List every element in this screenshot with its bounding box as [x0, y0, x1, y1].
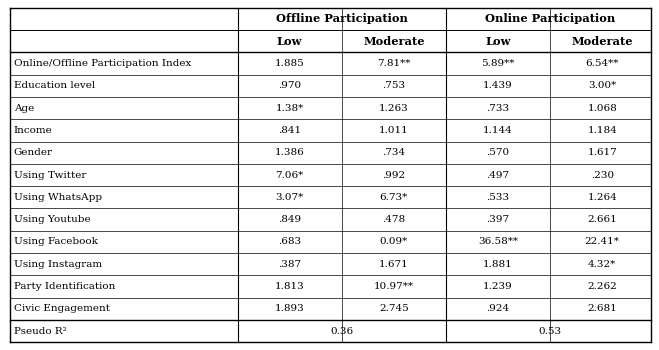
- Text: .733: .733: [486, 104, 509, 113]
- Text: 10.97**: 10.97**: [374, 282, 414, 291]
- Text: 2.661: 2.661: [587, 215, 617, 224]
- Text: .992: .992: [382, 170, 405, 180]
- Text: Using Instagram: Using Instagram: [14, 260, 102, 269]
- Text: .683: .683: [278, 237, 301, 246]
- Text: Low: Low: [485, 36, 511, 47]
- Text: Online/Offline Participation Index: Online/Offline Participation Index: [14, 59, 191, 68]
- Text: .478: .478: [382, 215, 405, 224]
- Text: Civic Engagement: Civic Engagement: [14, 304, 110, 313]
- Text: .533: .533: [486, 193, 509, 202]
- Text: 1.671: 1.671: [379, 260, 409, 269]
- Text: 1.386: 1.386: [275, 148, 304, 157]
- Text: 3.07*: 3.07*: [275, 193, 304, 202]
- Text: 6.73*: 6.73*: [380, 193, 408, 202]
- Text: Gender: Gender: [14, 148, 53, 157]
- Text: Online Participation: Online Participation: [485, 13, 616, 24]
- Text: Age: Age: [14, 104, 34, 113]
- Text: 1.893: 1.893: [275, 304, 304, 313]
- Text: Using Twitter: Using Twitter: [14, 170, 86, 180]
- Text: Moderate: Moderate: [571, 36, 633, 47]
- Text: Using Youtube: Using Youtube: [14, 215, 90, 224]
- Text: .841: .841: [278, 126, 301, 135]
- Text: 6.54**: 6.54**: [585, 59, 619, 68]
- Text: .849: .849: [278, 215, 301, 224]
- Text: 1.068: 1.068: [587, 104, 617, 113]
- Text: .230: .230: [590, 170, 614, 180]
- Text: 3.00*: 3.00*: [588, 81, 616, 90]
- Text: Pseudo R²: Pseudo R²: [14, 327, 67, 336]
- Text: 1.439: 1.439: [483, 81, 513, 90]
- Text: 2.681: 2.681: [587, 304, 617, 313]
- Text: .387: .387: [278, 260, 301, 269]
- Text: Moderate: Moderate: [363, 36, 424, 47]
- Text: 1.184: 1.184: [587, 126, 617, 135]
- Text: 2.262: 2.262: [587, 282, 617, 291]
- Text: 1.264: 1.264: [587, 193, 617, 202]
- Text: Offline Participation: Offline Participation: [275, 13, 408, 24]
- Text: .570: .570: [486, 148, 509, 157]
- Text: .753: .753: [382, 81, 405, 90]
- Text: Low: Low: [277, 36, 302, 47]
- Text: 1.813: 1.813: [275, 282, 304, 291]
- Text: .397: .397: [486, 215, 509, 224]
- Text: Education level: Education level: [14, 81, 95, 90]
- Text: 1.885: 1.885: [275, 59, 304, 68]
- Text: Using Facebook: Using Facebook: [14, 237, 98, 246]
- Text: .924: .924: [486, 304, 509, 313]
- Text: 1.239: 1.239: [483, 282, 513, 291]
- Text: Using WhatsApp: Using WhatsApp: [14, 193, 102, 202]
- Text: 0.53: 0.53: [538, 327, 561, 336]
- Text: .734: .734: [382, 148, 405, 157]
- Text: 0.09*: 0.09*: [380, 237, 408, 246]
- Text: 22.41*: 22.41*: [585, 237, 619, 246]
- Text: 1.011: 1.011: [379, 126, 409, 135]
- Text: 7.81**: 7.81**: [377, 59, 411, 68]
- Text: Party Identification: Party Identification: [14, 282, 115, 291]
- Text: 1.144: 1.144: [483, 126, 513, 135]
- Text: 1.263: 1.263: [379, 104, 409, 113]
- Text: 1.881: 1.881: [483, 260, 513, 269]
- Text: Income: Income: [14, 126, 53, 135]
- Text: 1.38*: 1.38*: [275, 104, 304, 113]
- Text: .970: .970: [278, 81, 301, 90]
- Text: 36.58**: 36.58**: [478, 237, 518, 246]
- Text: 7.06*: 7.06*: [275, 170, 304, 180]
- Text: 5.89**: 5.89**: [481, 59, 515, 68]
- Text: .497: .497: [486, 170, 509, 180]
- Text: 1.617: 1.617: [587, 148, 617, 157]
- Text: 2.745: 2.745: [379, 304, 409, 313]
- Text: 4.32*: 4.32*: [588, 260, 616, 269]
- Text: 0.36: 0.36: [330, 327, 353, 336]
